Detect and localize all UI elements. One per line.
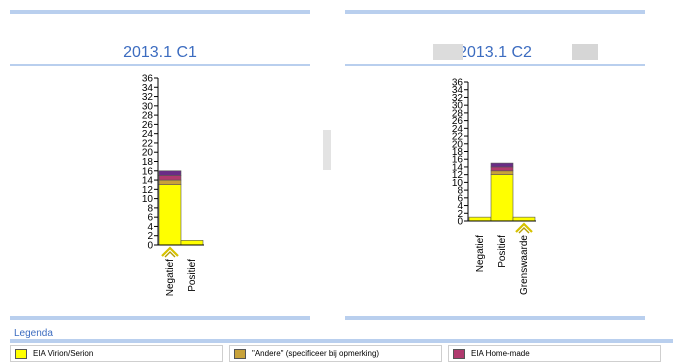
chart-panel-c2: 2013.1 C2 0 2 4 6 8 10 12 14 16 18 20 22 24 26 28 30 32 3… [345,10,645,320]
y-tick-label: 4 [457,201,463,212]
legend-swatch [453,349,465,359]
legend-title: Legenda [14,328,53,339]
threshold-marker-icon [161,246,179,257]
y-tick-label: 10 [452,178,464,189]
title-rule [345,64,645,66]
panel-top-rule [345,10,645,14]
bar-segment [490,174,514,222]
y-tick-label: 12 [142,185,154,196]
y-tick-label: 28 [452,108,464,119]
y-tick-label: 8 [147,203,153,214]
y-tick-label: 16 [452,155,464,166]
legend-swatch [234,349,246,359]
legend-label: EIA Virion/Serion [33,349,94,358]
y-tick-label: 8 [457,186,463,197]
bar-segment [490,166,514,172]
legend-rule [10,339,673,343]
legend-item-homemade: EIA Home-made [448,345,661,362]
y-tick-label: 36 [452,78,464,89]
y-tick-label: 16 [142,166,154,177]
y-tick-label: 24 [452,124,464,135]
bar-segment [158,170,182,176]
chart-c1-svg: 024681012141618202224262830323436Negatie… [142,74,204,296]
chart-title: 2013.1 C1 [123,44,197,61]
y-tick-label: 18 [452,147,464,158]
y-tick-label: 12 [452,170,464,181]
y-tick-label: 26 [142,120,154,131]
y-tick-label: 34 [142,83,154,94]
panel-bottom-rule [345,316,645,320]
y-tick-label: 36 [142,74,154,85]
category-label: Negatief [475,235,486,272]
category-label: Positief [187,259,198,292]
category-label: Positief [497,235,508,268]
y-tick-label: 2 [147,231,153,242]
y-tick-label: 2 [457,209,463,220]
y-tick-label: 18 [142,157,154,168]
y-tick-label: 6 [457,193,463,204]
y-tick-label: 0 [457,217,463,228]
y-tick-label: 0 [147,241,153,252]
bar-segment [490,162,514,168]
bar-segment [158,179,182,185]
chart-c2-svg: 024681012141618202224262830323436Negatie… [452,78,536,295]
y-tick-label: 24 [142,129,154,140]
y-tick-label: 4 [147,222,153,233]
y-tick-label: 6 [147,213,153,224]
threshold-marker-icon [515,222,533,233]
bar-segment [158,175,182,181]
legend-label: EIA Home-made [471,349,530,358]
y-tick-label: 22 [142,138,154,149]
threshold-marker-icon [164,251,176,258]
y-tick-label: 20 [452,139,464,150]
y-tick-label: 30 [142,101,154,112]
bar-segment [512,216,536,222]
y-tick-label: 14 [452,162,464,173]
y-tick-label: 20 [142,148,154,159]
y-tick-label: 22 [452,132,464,143]
chart-panel-c1: 2013.1 C1 0 2 4 6 8 10 12 14 16 18 20 22 24 26 28 30 32 3… [10,10,310,320]
blur-artifact [572,44,598,60]
y-tick-label: 30 [452,101,464,112]
bar-segment [158,184,182,246]
y-tick-label: 26 [452,116,464,127]
bar-segment [180,240,204,246]
panel-top-rule [10,10,310,14]
legend: EIA Virion/Serion "Andere" (specificeer … [10,345,673,363]
legend-item-andere: "Andere" (specificeer bij opmerking) [229,345,442,362]
y-tick-label: 32 [142,92,154,103]
y-tick-label: 10 [142,194,154,205]
y-tick-label: 14 [142,176,154,187]
y-tick-label: 34 [452,85,464,96]
bar-segment [468,216,492,222]
blur-artifact [323,130,331,170]
y-tick-label: 32 [452,93,464,104]
legend-label: "Andere" (specificeer bij opmerking) [252,349,380,358]
bar-segment [490,170,514,175]
chart-title: 2013.1 C2 [458,44,532,61]
threshold-marker-icon [518,227,530,234]
legend-item-virion: EIA Virion/Serion [10,345,223,362]
title-rule [10,64,310,66]
panel-bottom-rule [10,316,310,320]
category-label: Negatief [165,259,176,296]
y-tick-label: 28 [142,111,154,122]
category-label: Grenswaarde [519,235,530,295]
blur-artifact [433,44,463,60]
legend-swatch [15,349,27,359]
